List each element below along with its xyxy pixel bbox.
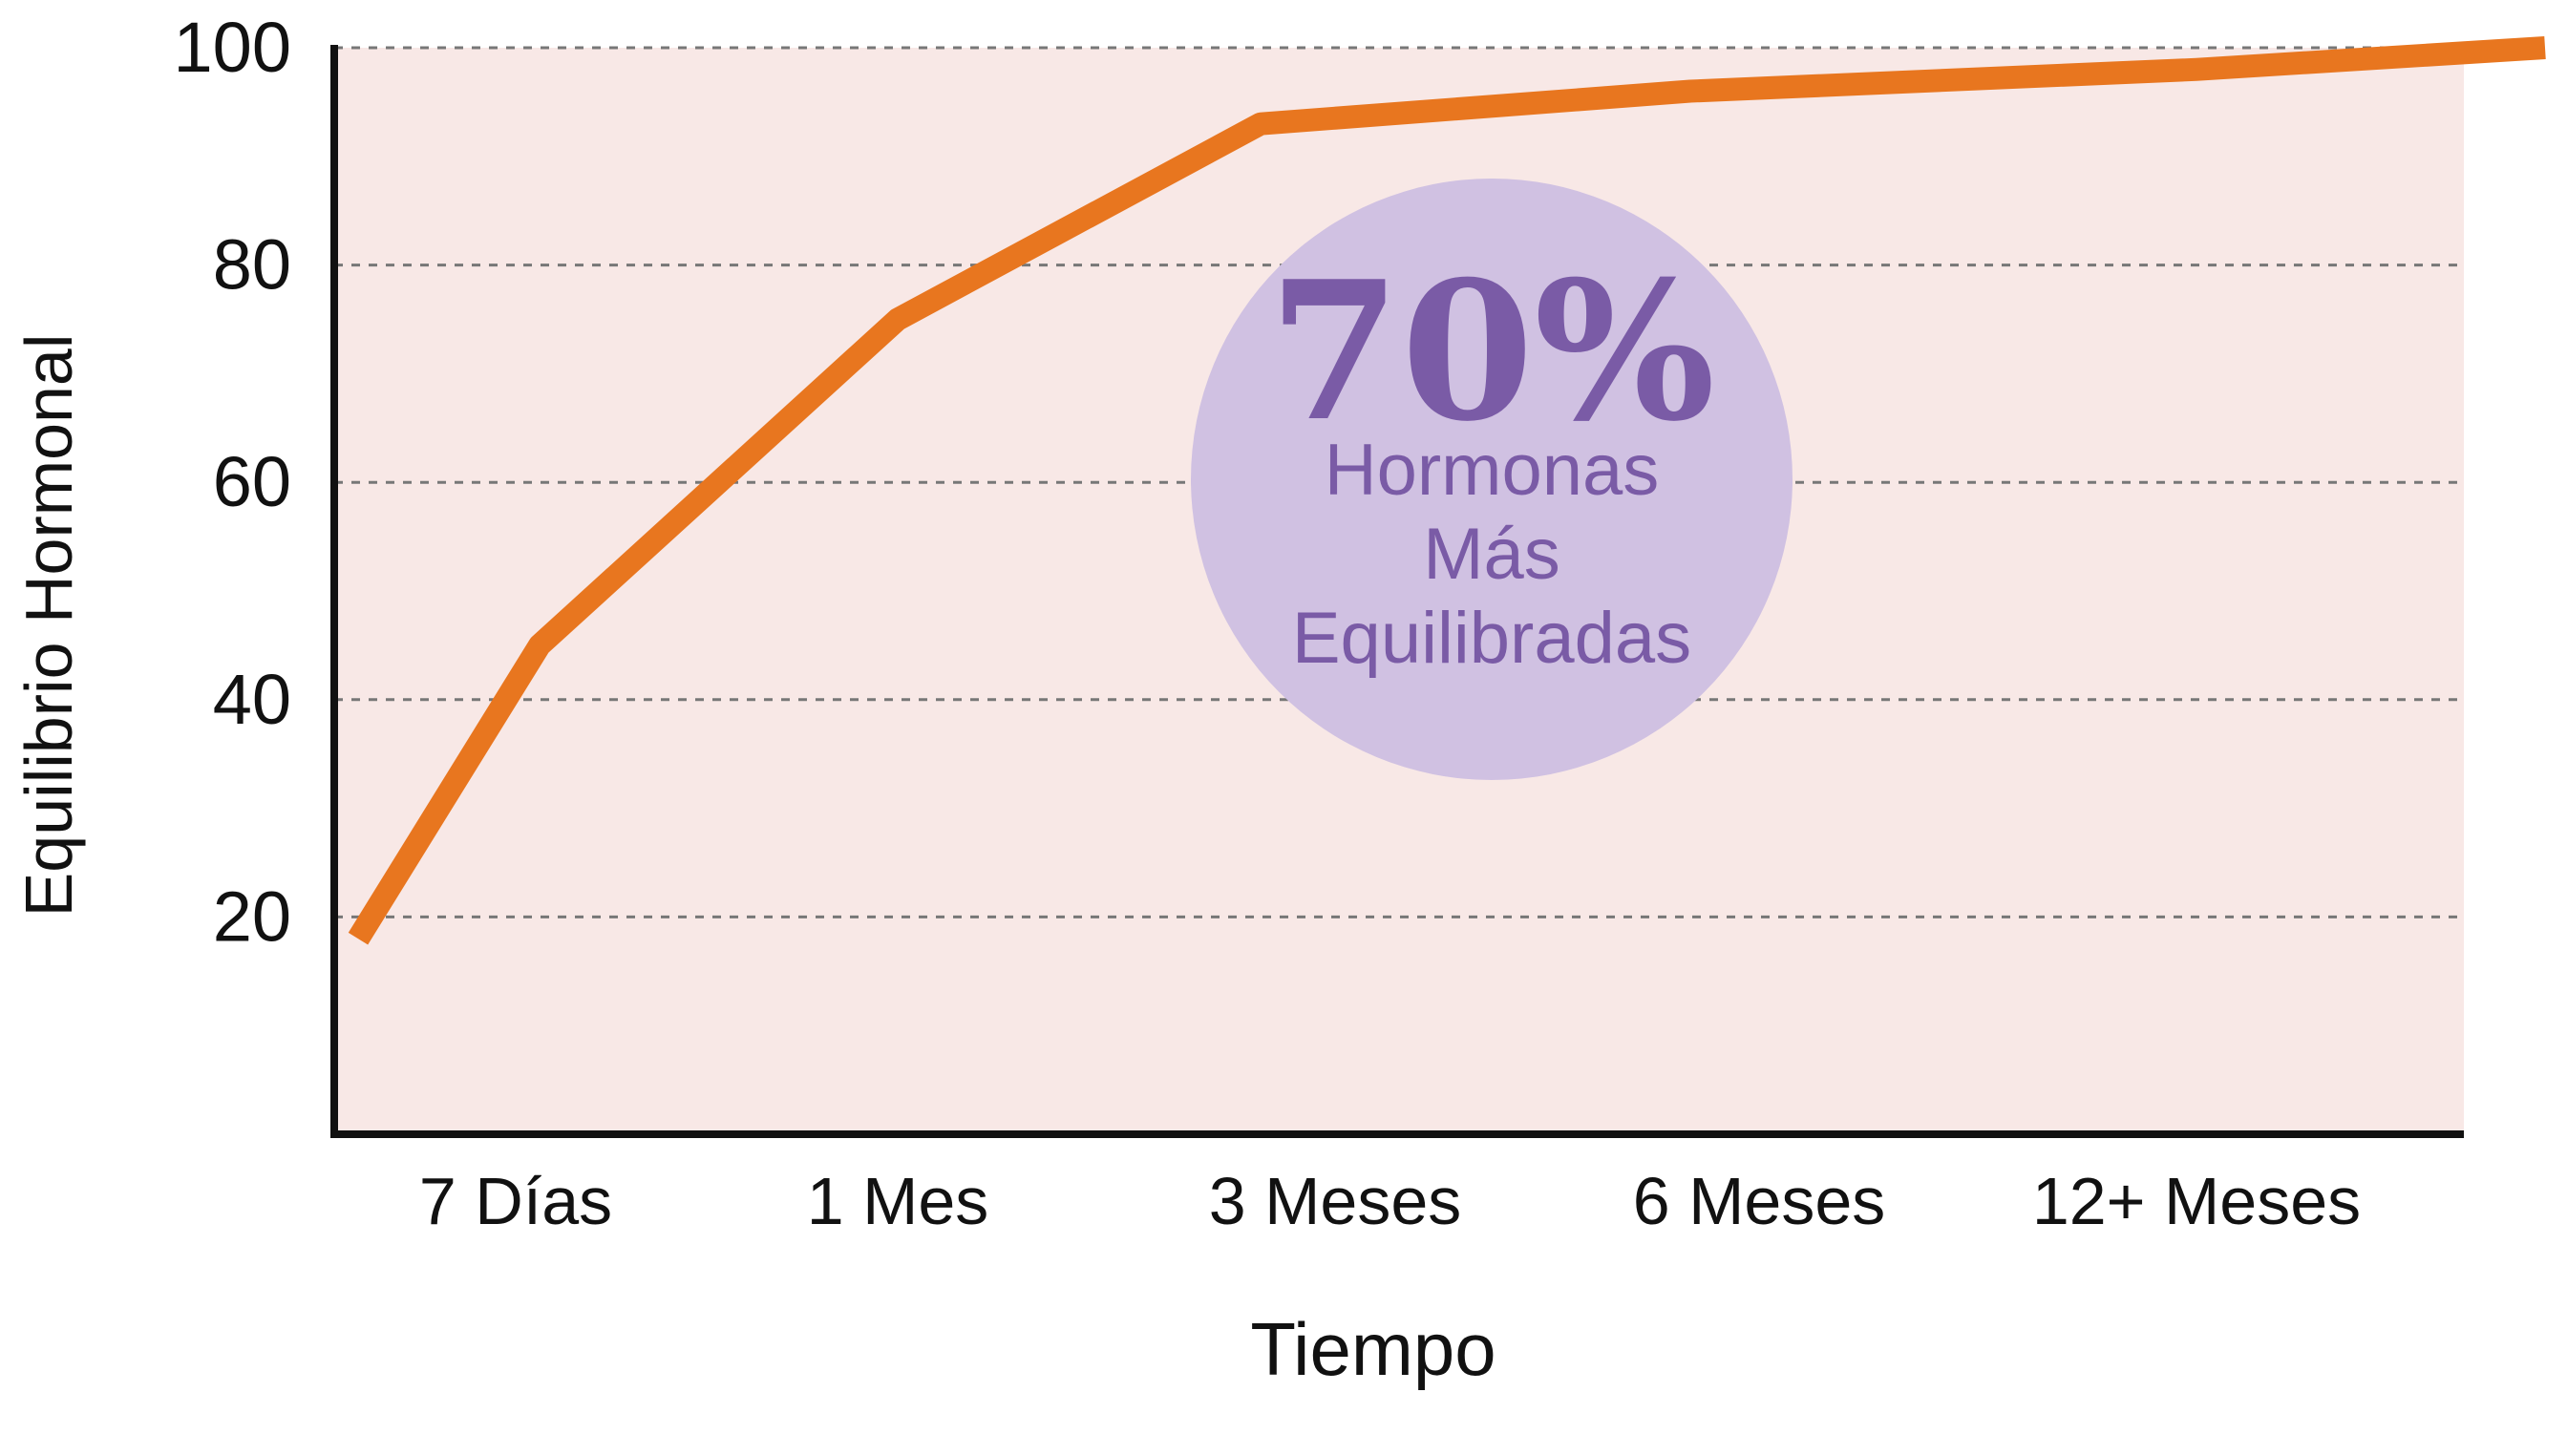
axes: [330, 45, 2464, 1138]
x-tick-label: 12+ Meses: [2032, 1164, 2361, 1238]
annotation-line-2: Más: [1423, 514, 1560, 595]
annotation-bubble: 70% Hormonas Más Equilibradas: [1191, 179, 1793, 780]
series-line: [348, 36, 2546, 945]
y-axis-label: Equilibrio Hormonal: [11, 334, 86, 918]
annotation-line-1: Hormonas: [1325, 430, 1660, 511]
y-tick-label: 100: [174, 8, 291, 87]
x-tick-label: 1 Mes: [807, 1164, 989, 1238]
annotation-value: 70%: [1268, 240, 1715, 464]
y-tick-label: 80: [213, 225, 291, 305]
y-tick-label: 40: [213, 660, 291, 739]
x-tick-label: 7 Días: [419, 1164, 612, 1238]
y-tick-labels: 20 40 60 80 100: [174, 8, 291, 956]
annotation-line-3: Equilibradas: [1292, 598, 1691, 679]
x-tick-label: 3 Meses: [1209, 1164, 1462, 1238]
x-tick-label: 6 Meses: [1633, 1164, 1886, 1238]
grid-lines: [334, 46, 2464, 918]
y-tick-label: 60: [213, 442, 291, 521]
y-tick-label: 20: [213, 876, 291, 956]
x-axis-label: Tiempo: [1250, 1307, 1496, 1391]
annotation-circle: [1191, 179, 1793, 780]
x-tick-labels: 7 Días 1 Mes 3 Meses 6 Meses 12+ Meses: [419, 1164, 2361, 1238]
